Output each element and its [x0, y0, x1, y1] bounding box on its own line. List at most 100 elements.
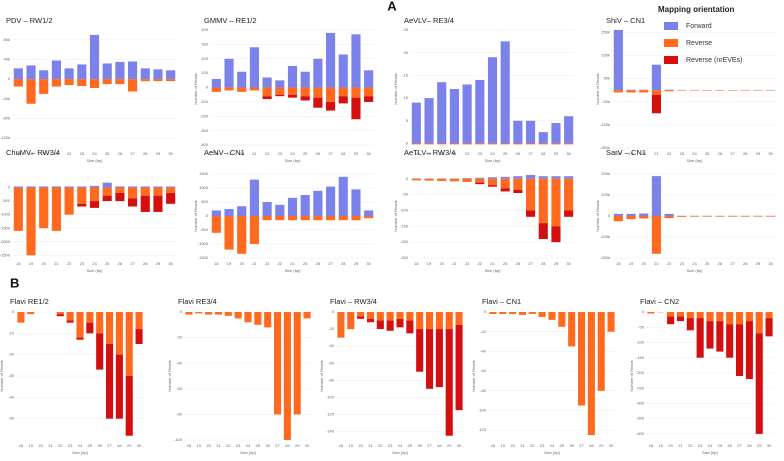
y-tick-label: -100: [326, 394, 335, 399]
x-tick-label: 25: [105, 261, 110, 266]
x-axis-label: Size (bp): [686, 158, 703, 163]
x-tick-label: 30: [767, 443, 772, 448]
y-tick-label: -350: [636, 416, 645, 421]
bar: [651, 216, 661, 254]
bar: [735, 324, 744, 376]
bar: [626, 213, 636, 216]
y-axis-label: Number of Reads: [595, 200, 600, 231]
x-tick-label: 20: [668, 443, 673, 448]
y-tick-label: -40: [176, 360, 183, 365]
bar: [406, 312, 414, 321]
bar: [166, 192, 176, 204]
bar: [338, 176, 348, 216]
x-tick-label: 28: [143, 261, 148, 266]
y-tick-label: 0: [180, 309, 183, 314]
bar: [667, 316, 675, 325]
bar: [287, 197, 298, 216]
x-tick-label: 29: [156, 261, 161, 266]
x-tick-label: 21: [216, 443, 221, 448]
bar: [568, 312, 576, 347]
x-tick-label: 26: [118, 261, 123, 266]
y-tick-label: -150k: [600, 122, 610, 127]
x-tick-label: 26: [316, 261, 321, 266]
x-tick-label: 30: [366, 151, 371, 156]
bar: [715, 216, 725, 217]
x-tick-label: 24: [490, 151, 495, 156]
bar: [424, 143, 434, 145]
y-tick-label: -20: [8, 352, 15, 357]
x-tick-label: 26: [569, 443, 574, 448]
bar: [128, 79, 138, 92]
x-tick-label: 23: [278, 261, 283, 266]
x-tick-label: 23: [698, 443, 703, 448]
x-tick-label: 19: [227, 151, 232, 156]
x-tick-label: 20: [440, 151, 445, 156]
bar: [726, 312, 734, 325]
x-tick-label: 27: [427, 443, 432, 448]
bar: [96, 312, 104, 334]
bar: [651, 64, 661, 91]
bar: [26, 187, 36, 256]
bar: [639, 90, 649, 93]
y-tick-label: -40: [8, 394, 15, 399]
bar: [526, 210, 536, 217]
x-tick-label: 27: [579, 443, 584, 448]
y-tick-label: -200: [400, 239, 409, 244]
bar: [326, 87, 336, 102]
bar: [366, 312, 375, 319]
x-tick-label: 23: [478, 151, 483, 156]
bar: [538, 223, 548, 239]
bar: [153, 79, 163, 82]
bar: [366, 318, 375, 323]
bar: [564, 210, 574, 217]
chart-title: ShiV – CN1: [606, 16, 645, 25]
bar: [639, 213, 649, 216]
panel-label: B: [10, 275, 19, 290]
x-tick-label: 30: [168, 261, 173, 266]
y-tick-label: 300: [201, 41, 208, 46]
bar: [224, 216, 234, 250]
bar: [166, 79, 176, 82]
y-tick-label: 15: [404, 72, 409, 77]
bar: [376, 320, 384, 330]
x-tick-label: 29: [447, 443, 452, 448]
x-tick-label: 29: [554, 261, 559, 266]
bar: [376, 312, 384, 321]
y-axis-label: Number of Reads: [193, 73, 198, 104]
x-axis-label: Size (bp): [702, 450, 719, 455]
bar: [300, 87, 310, 97]
x-tick-label: 28: [285, 443, 290, 448]
x-tick-label: 28: [437, 443, 442, 448]
bar: [313, 216, 323, 221]
bar: [224, 312, 232, 316]
y-tick-label: -20: [480, 329, 487, 334]
bar: [115, 192, 125, 202]
y-tick-label: -200: [200, 113, 209, 118]
bar: [597, 312, 605, 391]
bar: [664, 216, 674, 219]
y-tick-label: -300: [200, 128, 209, 133]
x-tick-label: 26: [118, 151, 123, 156]
x-tick-label: 21: [252, 151, 257, 156]
bar: [564, 178, 574, 211]
x-tick-label: 27: [528, 151, 533, 156]
y-tick-label: 0: [406, 141, 409, 146]
bar: [455, 324, 463, 411]
chart-title: AeTLV– RW3/4: [404, 148, 455, 157]
bar: [264, 312, 272, 328]
x-tick-label: 24: [692, 151, 697, 156]
y-tick-label: 0: [8, 185, 11, 190]
x-tick-label: 25: [88, 443, 93, 448]
bar: [475, 79, 485, 144]
x-tick-label: 18: [16, 261, 21, 266]
x-tick-label: 21: [252, 261, 257, 266]
bar: [728, 216, 738, 217]
bar: [607, 312, 615, 332]
bar: [275, 216, 285, 221]
bar: [753, 216, 763, 217]
chart-title: AeVLV– RE3/4: [404, 16, 454, 25]
bar: [626, 90, 636, 93]
bar: [64, 187, 74, 215]
x-tick-label: 20: [440, 261, 445, 266]
bar: [551, 176, 561, 179]
